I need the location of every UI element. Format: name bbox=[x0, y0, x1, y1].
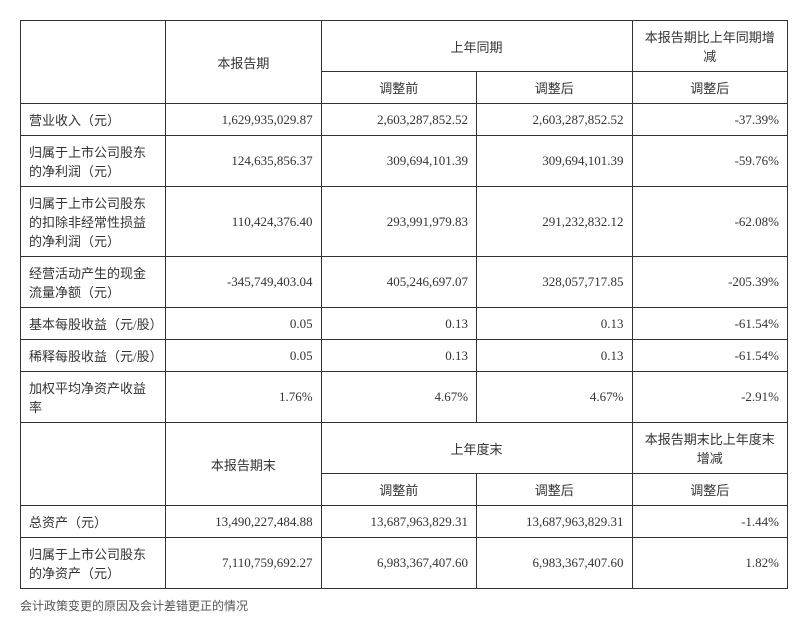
header-current: 本报告期 bbox=[166, 21, 321, 104]
header-row-2: 本报告期末 上年度末 本报告期末比上年度末增减 bbox=[21, 423, 788, 474]
row-change: -61.54% bbox=[632, 308, 787, 340]
header-change-after: 调整后 bbox=[632, 72, 787, 104]
row-after: 13,687,963,829.31 bbox=[477, 506, 632, 538]
row-after: 0.13 bbox=[477, 340, 632, 372]
row-after: 2,603,287,852.52 bbox=[477, 104, 632, 136]
header2-prior: 上年度末 bbox=[321, 423, 632, 474]
header2-current: 本报告期末 bbox=[166, 423, 321, 506]
row-current: 0.05 bbox=[166, 340, 321, 372]
table-row: 基本每股收益（元/股） 0.05 0.13 0.13 -61.54% bbox=[21, 308, 788, 340]
row-before: 13,687,963,829.31 bbox=[321, 506, 476, 538]
row-change: -61.54% bbox=[632, 340, 787, 372]
table-row: 归属于上市公司股东的净资产（元） 7,110,759,692.27 6,983,… bbox=[21, 538, 788, 589]
row-label: 归属于上市公司股东的净资产（元） bbox=[21, 538, 166, 589]
table-row: 稀释每股收益（元/股） 0.05 0.13 0.13 -61.54% bbox=[21, 340, 788, 372]
row-after: 309,694,101.39 bbox=[477, 136, 632, 187]
row-label: 稀释每股收益（元/股） bbox=[21, 340, 166, 372]
row-change: -2.91% bbox=[632, 372, 787, 423]
row-label: 总资产（元） bbox=[21, 506, 166, 538]
row-before: 4.67% bbox=[321, 372, 476, 423]
row-after: 328,057,717.85 bbox=[477, 257, 632, 308]
table-row: 加权平均净资产收益率 1.76% 4.67% 4.67% -2.91% bbox=[21, 372, 788, 423]
row-label: 基本每股收益（元/股） bbox=[21, 308, 166, 340]
row-change: 1.82% bbox=[632, 538, 787, 589]
header2-blank bbox=[21, 423, 166, 506]
row-current: 1,629,935,029.87 bbox=[166, 104, 321, 136]
row-current: 1.76% bbox=[166, 372, 321, 423]
row-label: 经营活动产生的现金流量净额（元） bbox=[21, 257, 166, 308]
row-before: 405,246,697.07 bbox=[321, 257, 476, 308]
header2-before: 调整前 bbox=[321, 474, 476, 506]
header2-change: 本报告期末比上年度末增减 bbox=[632, 423, 787, 474]
header-blank bbox=[21, 21, 166, 104]
row-current: 110,424,376.40 bbox=[166, 187, 321, 257]
row-change: -59.76% bbox=[632, 136, 787, 187]
row-after: 0.13 bbox=[477, 308, 632, 340]
row-after: 291,232,832.12 bbox=[477, 187, 632, 257]
row-before: 0.13 bbox=[321, 308, 476, 340]
header-row-1: 本报告期 上年同期 本报告期比上年同期增减 bbox=[21, 21, 788, 72]
financial-table: 本报告期 上年同期 本报告期比上年同期增减 调整前 调整后 调整后 营业收入（元… bbox=[20, 20, 788, 589]
table-row: 归属于上市公司股东的扣除非经常性损益的净利润（元） 110,424,376.40… bbox=[21, 187, 788, 257]
row-change: -62.08% bbox=[632, 187, 787, 257]
header2-after: 调整后 bbox=[477, 474, 632, 506]
table-row: 归属于上市公司股东的净利润（元） 124,635,856.37 309,694,… bbox=[21, 136, 788, 187]
row-change: -37.39% bbox=[632, 104, 787, 136]
header-prior: 上年同期 bbox=[321, 21, 632, 72]
header2-change-after: 调整后 bbox=[632, 474, 787, 506]
row-after: 6,983,367,407.60 bbox=[477, 538, 632, 589]
header-before: 调整前 bbox=[321, 72, 476, 104]
header-change: 本报告期比上年同期增减 bbox=[632, 21, 787, 72]
header-after: 调整后 bbox=[477, 72, 632, 104]
row-before: 0.13 bbox=[321, 340, 476, 372]
row-label: 加权平均净资产收益率 bbox=[21, 372, 166, 423]
row-label: 营业收入（元） bbox=[21, 104, 166, 136]
row-before: 2,603,287,852.52 bbox=[321, 104, 476, 136]
table-row: 营业收入（元） 1,629,935,029.87 2,603,287,852.5… bbox=[21, 104, 788, 136]
row-before: 6,983,367,407.60 bbox=[321, 538, 476, 589]
row-before: 309,694,101.39 bbox=[321, 136, 476, 187]
row-current: 124,635,856.37 bbox=[166, 136, 321, 187]
row-label: 归属于上市公司股东的扣除非经常性损益的净利润（元） bbox=[21, 187, 166, 257]
footnote-text: 会计政策变更的原因及会计差错更正的情况 bbox=[20, 597, 788, 614]
table-row: 总资产（元） 13,490,227,484.88 13,687,963,829.… bbox=[21, 506, 788, 538]
row-current: 7,110,759,692.27 bbox=[166, 538, 321, 589]
row-current: 13,490,227,484.88 bbox=[166, 506, 321, 538]
row-change: -1.44% bbox=[632, 506, 787, 538]
row-current: 0.05 bbox=[166, 308, 321, 340]
row-change: -205.39% bbox=[632, 257, 787, 308]
row-after: 4.67% bbox=[477, 372, 632, 423]
row-current: -345,749,403.04 bbox=[166, 257, 321, 308]
row-before: 293,991,979.83 bbox=[321, 187, 476, 257]
table-row: 经营活动产生的现金流量净额（元） -345,749,403.04 405,246… bbox=[21, 257, 788, 308]
row-label: 归属于上市公司股东的净利润（元） bbox=[21, 136, 166, 187]
